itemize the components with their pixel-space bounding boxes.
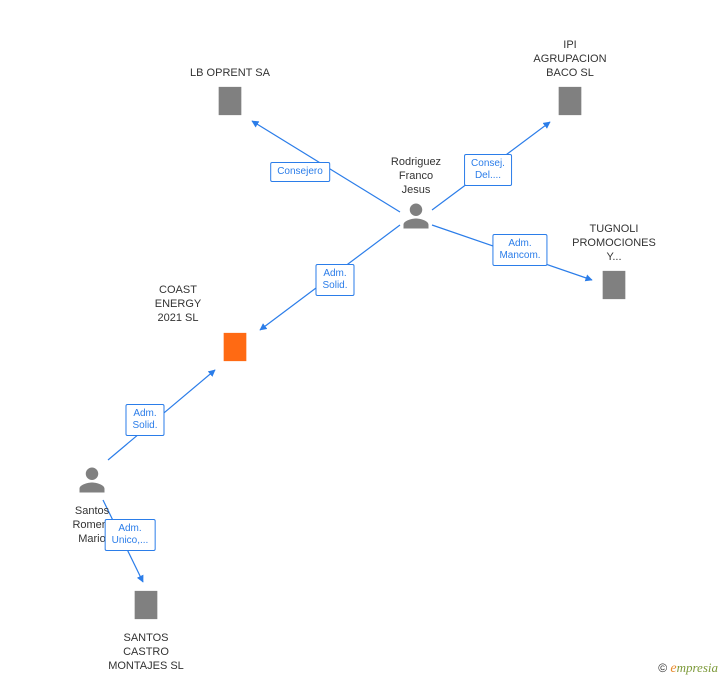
edge-label-consej-del: Consej. Del.... bbox=[464, 154, 512, 186]
person-icon bbox=[401, 201, 431, 236]
edge-label-adm-solid-2: Adm. Solid. bbox=[125, 404, 164, 436]
building-icon bbox=[597, 268, 631, 307]
node-label: Rodriguez Franco Jesus bbox=[356, 155, 476, 197]
person-icon bbox=[77, 465, 107, 500]
building-icon bbox=[553, 84, 587, 123]
node-label: TUGNOLI PROMOCIONES Y... bbox=[554, 222, 674, 264]
node-label: IPI AGRUPACION BACO SL bbox=[510, 38, 630, 80]
node-coast-energy[interactable] bbox=[215, 330, 255, 369]
node-santos-montajes[interactable]: SANTOS CASTRO MONTAJES SL bbox=[86, 588, 206, 673]
copyright-symbol: © bbox=[658, 661, 667, 675]
building-icon-highlight bbox=[218, 330, 252, 369]
building-icon bbox=[213, 84, 247, 123]
node-ipi[interactable]: IPI AGRUPACION BACO SL bbox=[510, 38, 630, 123]
brand-rest: mpresia bbox=[677, 660, 718, 675]
edge-label-adm-unico: Adm. Unico,... bbox=[105, 519, 156, 551]
node-lb-oprent[interactable]: LB OPRENT SA bbox=[170, 66, 290, 123]
node-tugnoli[interactable]: TUGNOLI PROMOCIONES Y... bbox=[554, 222, 674, 307]
node-label: LB OPRENT SA bbox=[170, 66, 290, 80]
edge-label-consejero: Consejero bbox=[270, 162, 330, 182]
copyright: © empresia bbox=[658, 660, 718, 677]
edge-label-adm-solid-1: Adm. Solid. bbox=[315, 264, 354, 296]
building-icon bbox=[129, 588, 163, 627]
node-label: SANTOS CASTRO MONTAJES SL bbox=[86, 631, 206, 673]
edge-label-adm-mancom: Adm. Mancom. bbox=[492, 234, 547, 266]
node-label: COAST ENERGY 2021 SL bbox=[138, 283, 218, 325]
node-rodriguez[interactable]: Rodriguez Franco Jesus bbox=[356, 155, 476, 236]
diagram-canvas: LB OPRENT SA IPI AGRUPACION BACO SL TUGN… bbox=[0, 0, 728, 685]
